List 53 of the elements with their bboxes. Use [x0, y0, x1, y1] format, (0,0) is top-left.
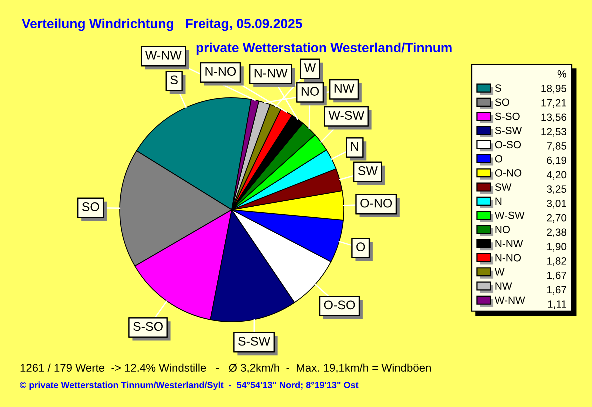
- legend-label: SW: [495, 184, 512, 191]
- slice-label: NW: [334, 84, 355, 93]
- slice-label: SW: [358, 166, 378, 176]
- legend-label: N-NO: [496, 254, 522, 262]
- slice-label: O: [356, 242, 366, 252]
- slice-label: NO: [302, 87, 320, 96]
- data-label: 6,19: [547, 156, 567, 166]
- slice-label: S-SW: [238, 337, 271, 346]
- data-label: 12,53: [542, 128, 567, 137]
- chart-subtitle: private Wetterstation Westerland/Tinnum: [196, 42, 452, 56]
- slice-label: N-NW: [254, 68, 288, 78]
- data-label: 1,67: [548, 272, 566, 280]
- legend-label: W-NW: [494, 296, 526, 304]
- legend-label: O-SO: [495, 141, 522, 149]
- legend-label: O-NO: [495, 169, 522, 177]
- legend-label: NO: [496, 226, 510, 234]
- data-label: 3,25: [547, 186, 567, 194]
- legend-label: S: [495, 84, 502, 92]
- data-label: 7,85: [547, 142, 567, 152]
- slice-label: W-SW: [328, 111, 365, 120]
- chart-title: Verteilung Windrichtung Freitag, 05.09.2025: [22, 18, 302, 32]
- data-label: 1,90: [548, 243, 567, 252]
- slice-label: N: [351, 142, 358, 151]
- data-label: 18,95: [542, 85, 567, 94]
- legend-label: S-SO: [495, 112, 520, 120]
- legend-label: N: [496, 198, 502, 206]
- data-label: 1,67: [548, 286, 566, 295]
- legend-label: N-NW: [496, 240, 524, 248]
- legend-title: %: [558, 70, 566, 78]
- legend-label: SO: [495, 98, 510, 106]
- legend-label: W: [494, 268, 505, 276]
- slice-label: S: [170, 76, 178, 85]
- data-label: 4,20: [546, 171, 567, 180]
- slice-label: O-SO: [324, 300, 356, 310]
- legend-label: W-SW: [494, 212, 525, 220]
- data-label: 17,21: [542, 99, 566, 108]
- legend-label: S-SW: [495, 127, 522, 134]
- slice-label: W: [304, 64, 316, 72]
- text: © private Wetterstation Tinnum/Westerland/Sylt - 54°54'13" Nord; 8°19'13" Ost: [20, 382, 359, 390]
- slice-label: S-SO: [134, 322, 163, 332]
- slice-label: SO: [82, 202, 100, 212]
- slice-label: W-NW: [145, 51, 182, 60]
- data-label: 2,38: [547, 228, 567, 238]
- slice-label: O-NO: [360, 198, 392, 208]
- slice-label: N-NO: [206, 67, 236, 76]
- data-label: 13,56: [542, 114, 567, 122]
- data-label: 3,01: [547, 200, 566, 209]
- text: 1261 / 179 Werte -> 12.4% Windstille - Ø 3,2km/h - Max. 19,1km/h = Windböen: [20, 364, 431, 374]
- data-label: 2,70: [547, 214, 567, 223]
- legend-label: NW: [496, 282, 512, 290]
- data-label: 1,82: [548, 258, 566, 266]
- data-label: 1,11: [548, 300, 566, 310]
- legend-label: O: [495, 155, 503, 163]
